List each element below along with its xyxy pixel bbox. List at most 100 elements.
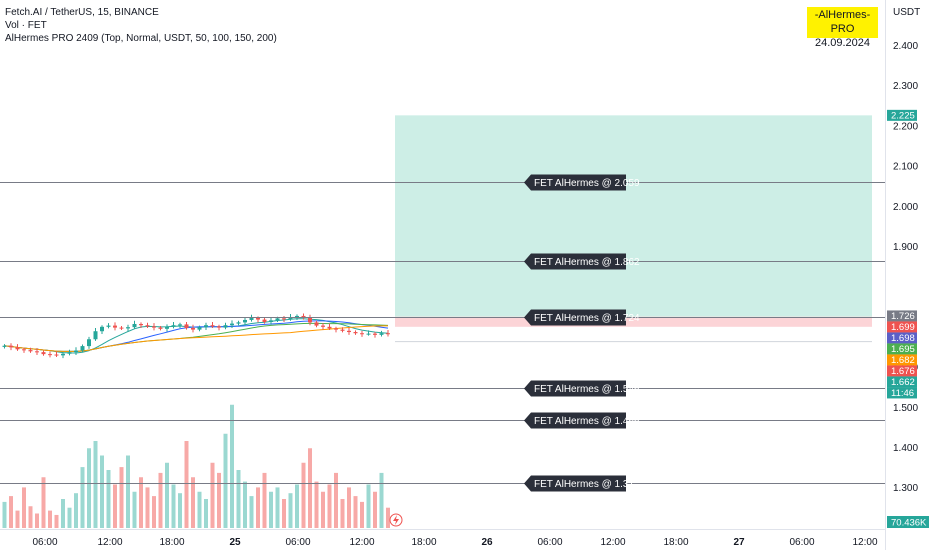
volume-bar xyxy=(360,501,364,528)
volume-bar xyxy=(165,462,169,528)
candle-body xyxy=(269,320,273,322)
volume-bar xyxy=(48,510,52,528)
level-label-text: FET AlHermes @ 1.466 xyxy=(534,416,640,427)
candle-body xyxy=(353,332,358,334)
level-label: FET AlHermes @ 1.724 xyxy=(524,309,640,326)
volume-legend[interactable]: Vol · FET xyxy=(5,20,47,31)
price-badge-text: 11:46 xyxy=(891,388,914,399)
candle-body xyxy=(106,325,111,327)
volume-bar xyxy=(236,470,241,528)
candle-body xyxy=(321,325,325,327)
candle-body xyxy=(61,353,65,356)
volume-bars xyxy=(2,404,390,528)
price-badge: 1.698 xyxy=(887,332,917,344)
time-tick-label: 18:00 xyxy=(159,537,184,548)
candle-body xyxy=(87,339,91,347)
candle-body xyxy=(93,331,98,340)
candle-body xyxy=(132,323,137,328)
level-label-text: FET AlHermes @ 2.059 xyxy=(534,178,640,189)
volume-bar xyxy=(15,510,20,528)
candle-body xyxy=(74,350,78,353)
candle-body xyxy=(15,347,20,350)
level-label: FET AlHermes @ 2.059 xyxy=(524,174,640,191)
candle-body xyxy=(35,351,39,353)
level-label-text: FET AlHermes @ 1.724 xyxy=(534,313,640,324)
price-tick-label: 2.400 xyxy=(893,41,918,52)
price-badge: 11:46 xyxy=(887,387,917,399)
volume-bar xyxy=(373,491,377,528)
volume-bar xyxy=(275,487,280,528)
trade-zones xyxy=(395,115,872,343)
price-tick-label: 1.300 xyxy=(893,483,918,494)
volume-bar xyxy=(217,472,221,528)
candle-body xyxy=(126,327,130,329)
price-badge-text: 1.699 xyxy=(891,322,915,333)
volume-bar xyxy=(301,462,306,528)
price-tick-label: 2.300 xyxy=(893,81,918,92)
indicator-legend[interactable]: AlHermes PRO 2409 (Top, Normal, USDT, 50… xyxy=(5,33,277,44)
price-axis[interactable]: 2.4002.3002.2002.1002.0001.9001.6001.500… xyxy=(893,41,918,494)
volume-bar xyxy=(379,472,384,528)
symbol-title[interactable]: Fetch.AI / TetherUS, 15, BINANCE xyxy=(5,7,159,18)
volume-bar xyxy=(41,477,46,528)
price-badge: 1.662 xyxy=(887,376,917,388)
price-badge: 1.682 xyxy=(887,354,917,366)
alhermes-levels[interactable]: FET AlHermes @ 2.059 FET AlHermes @ 1.862… xyxy=(0,174,885,492)
currency-label[interactable]: USDT xyxy=(893,7,921,18)
volume-bar xyxy=(184,441,189,528)
price-badge: 1.676 xyxy=(887,365,917,377)
candle-body xyxy=(204,325,208,328)
volume-bar xyxy=(139,477,143,528)
volume-bar xyxy=(171,484,176,528)
volume-bar xyxy=(314,481,319,528)
time-tick-label: 06:00 xyxy=(537,537,562,548)
volume-bar xyxy=(93,441,98,528)
volume-bar xyxy=(2,501,7,528)
price-tick-label: 2.000 xyxy=(893,202,918,213)
candle-body xyxy=(28,350,33,352)
candle-body xyxy=(178,324,182,326)
volume-bar xyxy=(28,506,33,528)
level-label: FET AlHermes @ 1.31 xyxy=(524,475,634,492)
level-label: FET AlHermes @ 1.546 xyxy=(524,380,640,397)
volume-bar xyxy=(321,491,325,528)
price-tick-label: 2.100 xyxy=(893,162,918,173)
price-badges: 2.225 1.7261.6991.6981.6951.6821.6761.662… xyxy=(887,109,929,529)
candle-body xyxy=(171,325,176,327)
candle-body xyxy=(165,326,169,329)
volume-bar xyxy=(308,448,312,528)
time-tick-label: 12:00 xyxy=(600,537,625,548)
candle-body xyxy=(184,324,189,329)
time-tick-label: 18:00 xyxy=(411,537,436,548)
watermark-line-2: 24.09.2024 xyxy=(814,37,871,49)
volume-bar xyxy=(223,433,228,528)
candle-body xyxy=(210,325,215,327)
volume-bar xyxy=(106,470,111,528)
price-badge-bg xyxy=(887,343,917,355)
candle-body xyxy=(236,322,241,324)
volume-bar xyxy=(178,493,182,528)
price-tick-label: 2.200 xyxy=(893,121,918,132)
volume-bar xyxy=(347,487,351,528)
candle-body xyxy=(243,319,247,323)
volume-bar xyxy=(61,499,65,528)
candle-body xyxy=(191,328,195,330)
price-badge-text: 1.726 xyxy=(891,311,915,322)
time-axis[interactable]: 06:00 12:00 18:00 25 06:00 12:00 18:00 26 06:00 1… xyxy=(32,537,877,548)
volume-bar xyxy=(334,472,338,528)
volume-bar xyxy=(249,496,254,528)
time-tick-label: 18:00 xyxy=(663,537,688,548)
volume-bar xyxy=(288,493,293,528)
time-tick-label: 12:00 xyxy=(852,537,877,548)
price-badge-bg xyxy=(887,310,917,322)
candle-body xyxy=(2,345,7,347)
candle-body xyxy=(217,326,221,328)
target-zone xyxy=(395,115,872,317)
level-label-bg xyxy=(524,475,626,492)
candle-body xyxy=(379,333,384,335)
volume-bar xyxy=(158,472,163,528)
time-tick-label: 12:00 xyxy=(97,537,122,548)
candle-body xyxy=(249,317,254,320)
volume-bar xyxy=(119,467,124,528)
